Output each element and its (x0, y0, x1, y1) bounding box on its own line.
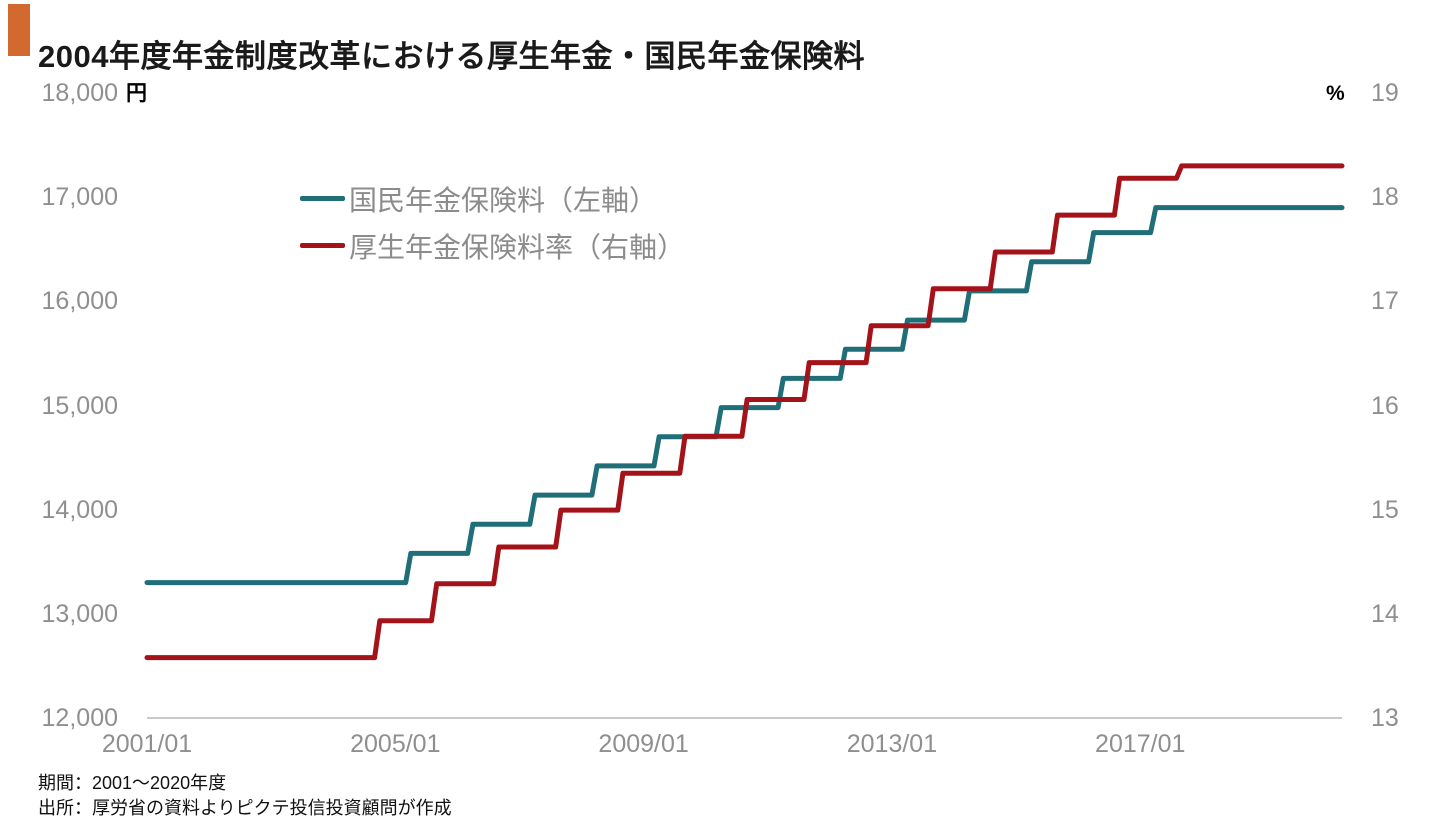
x-axis-tick-label: 2017/01 (1095, 730, 1186, 758)
x-axis-tick-label: 2013/01 (846, 730, 938, 758)
right-axis-tick-label: 19 (1371, 79, 1399, 107)
legend-label-national-pension: 国民年金保険料（左軸） (349, 184, 658, 216)
legend-label-welfare-pension-rate: 厚生年金保険料率（右軸） (349, 231, 686, 263)
title-accent-bar (8, 4, 30, 56)
right-axis-tick-label: 15 (1371, 495, 1399, 524)
right-axis-tick-label: 16 (1371, 391, 1399, 420)
footnote-period: 期間：2001〜2020年度 (38, 773, 227, 793)
footnote-source: 出所：厚労省の資料よりピクテ投信投資顧問が作成 (38, 798, 452, 818)
right-axis-tick-label: 14 (1371, 599, 1399, 628)
x-axis-tick-label: 2009/01 (598, 730, 689, 758)
legend-item-welfare-pension-rate: 厚生年金保険料率（右軸） (300, 222, 685, 269)
left-axis-tick-label: 13,000 (41, 599, 118, 628)
chart-title: 2004年度年金制度改革における厚生年金・国民年金保険料 (38, 38, 865, 74)
chart-footnotes: 期間：2001〜2020年度 出所：厚労省の資料よりピクテ投信投資顧問が作成 (38, 771, 452, 821)
left-axis-tick-label: 12,000 (41, 704, 118, 732)
left-axis-tick-label: 16,000 (41, 287, 118, 316)
left-axis-tick-label: 14,000 (41, 495, 118, 524)
legend-swatch-red-icon (300, 243, 345, 248)
right-axis-tick-label: 13 (1371, 704, 1399, 732)
series-line-welfare-pension-rate (144, 163, 1345, 661)
left-axis-tick-label: 18,000 (41, 79, 118, 107)
right-axis-tick-label: 18 (1371, 183, 1399, 212)
right-axis-unit-label: % (1326, 82, 1345, 105)
right-axis-tick-label: 17 (1371, 287, 1399, 316)
left-axis-unit-label: 円 (126, 82, 147, 105)
x-axis-tick-label: 2001/01 (101, 730, 193, 758)
chart-legend: 国民年金保険料（左軸） 厚生年金保険料率（右軸） (300, 175, 685, 269)
legend-item-national-pension: 国民年金保険料（左軸） (300, 175, 685, 222)
x-axis-tick-label: 2005/01 (350, 730, 441, 758)
legend-swatch-teal-icon (300, 196, 345, 201)
left-axis-tick-label: 15,000 (41, 391, 118, 420)
left-axis-tick-label: 17,000 (41, 183, 118, 212)
